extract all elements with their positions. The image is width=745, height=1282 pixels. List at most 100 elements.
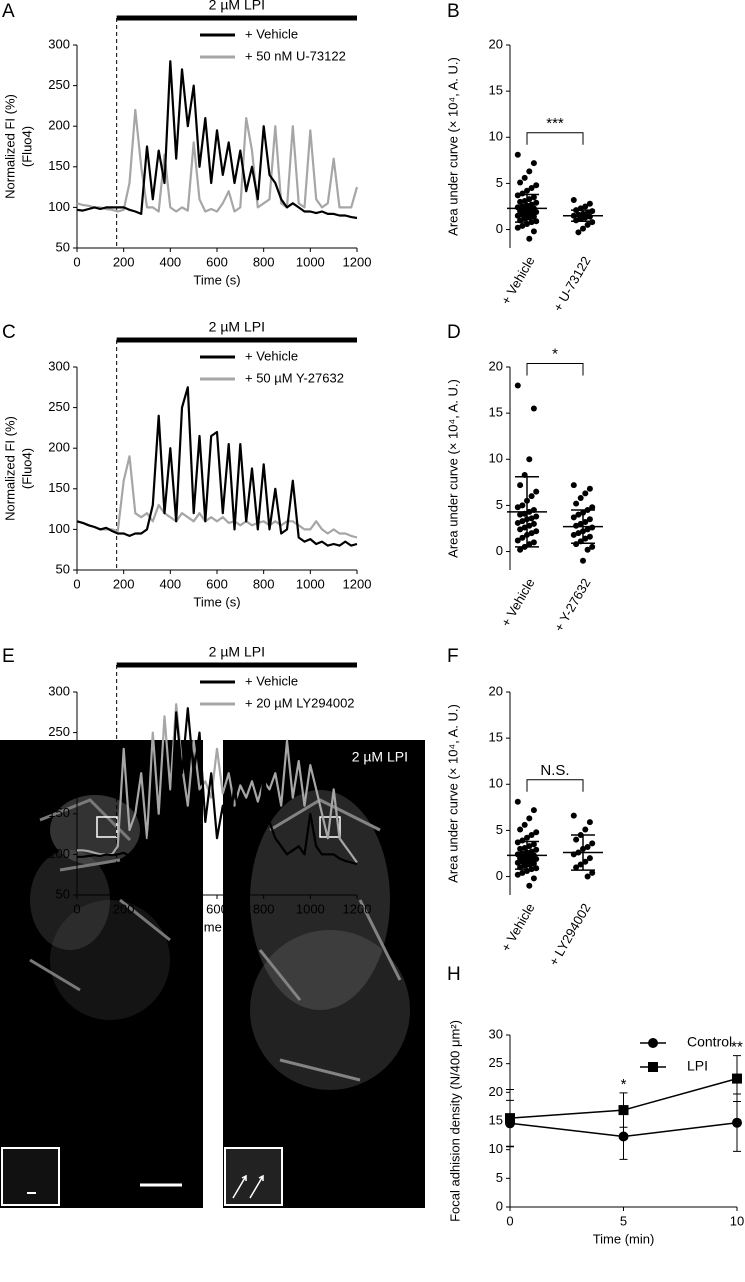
- data-point: [575, 530, 582, 537]
- y-tick-label: 0: [496, 1198, 503, 1213]
- data-point: [521, 174, 528, 181]
- sd-bar: [515, 476, 539, 548]
- data-point: [530, 875, 537, 882]
- y-tick-label: 300: [48, 358, 70, 373]
- x-tick-label: 600: [206, 254, 228, 269]
- data-point: [526, 882, 533, 889]
- data-point: [584, 844, 591, 851]
- data-point: [580, 225, 586, 232]
- panel-label: D: [447, 322, 461, 343]
- data-point: [519, 222, 526, 229]
- legend-label: + 50 nM U-73122: [245, 48, 346, 63]
- treatment-label: 2 µM LPI: [209, 644, 265, 660]
- y-tick-label: 50: [56, 561, 70, 576]
- y-axis-label: (Fluo4): [19, 773, 34, 814]
- x-tick-label: 5: [620, 1213, 627, 1228]
- sd-bar: [515, 193, 539, 223]
- data-point: [584, 526, 591, 533]
- x-tick-label: 200: [113, 901, 135, 916]
- data-point: [575, 511, 582, 518]
- data-point: [526, 196, 533, 203]
- data-point: [582, 858, 589, 865]
- data-point: [528, 530, 535, 537]
- sd-bar: [571, 509, 595, 544]
- data-point: [514, 151, 521, 158]
- legend-label: Control: [687, 1034, 732, 1050]
- legend-label: LPI: [687, 1058, 708, 1074]
- data-point: [517, 826, 524, 833]
- data-point: [528, 832, 535, 839]
- data-point: [582, 203, 589, 210]
- data-point: [526, 168, 533, 175]
- y-axis-label: (Fluo4): [19, 448, 34, 489]
- data-point: [570, 531, 577, 538]
- category-label: + LY294002: [546, 901, 594, 969]
- data-point: [582, 535, 589, 542]
- y-tick-label: 300: [48, 36, 70, 51]
- x-tick-label: 10: [730, 1213, 744, 1228]
- y-tick-label: 5: [496, 175, 503, 190]
- x-axis-label: Time (min): [593, 1231, 655, 1246]
- data-point: [524, 834, 530, 841]
- data-point: [573, 864, 580, 871]
- data-point: [530, 539, 537, 546]
- x-axis-label: Time (s): [193, 272, 240, 287]
- x-tick-label: 1200: [343, 576, 372, 591]
- data-point: [514, 382, 521, 389]
- panel-label: A: [2, 1, 15, 22]
- x-tick-label: 800: [253, 254, 275, 269]
- category-label: + Vehicle: [498, 576, 538, 630]
- y-tick-label: 5: [496, 822, 503, 837]
- data-point: [533, 488, 540, 495]
- y-tick-label: 30: [489, 1026, 503, 1041]
- data-point: [526, 456, 533, 463]
- treatment-label: 2 µM LPI: [209, 0, 265, 13]
- x-tick-label: 200: [113, 576, 135, 591]
- y-tick-label: 10: [489, 1141, 503, 1156]
- data-point: [530, 841, 537, 848]
- data-point: [586, 533, 593, 540]
- data-point: [589, 840, 596, 847]
- data-point: [526, 843, 533, 850]
- data-point: [521, 524, 528, 531]
- data-point: [586, 200, 593, 207]
- data-point: [526, 861, 533, 868]
- treatment-bar: [116, 15, 358, 21]
- significance-bracket: [526, 779, 584, 792]
- marker: [505, 1113, 515, 1124]
- data-point: [526, 214, 533, 221]
- data-point: [570, 812, 577, 819]
- y-axis-label: Area under curve (× 10⁴, A. U.): [445, 379, 460, 558]
- legend-label: + Vehicle: [245, 673, 298, 688]
- y-tick-label: 15: [489, 83, 503, 98]
- x-tick-label: 200: [113, 254, 135, 269]
- significance-bracket: [526, 362, 584, 376]
- trace: [77, 703, 358, 864]
- y-axis-label: Area under curve (× 10⁴, A. U.): [445, 704, 460, 883]
- data-point: [586, 819, 593, 826]
- significance-label: *: [552, 345, 558, 362]
- y-tick-label: 15: [489, 1112, 503, 1127]
- data-point: [530, 860, 537, 867]
- y-axis-label: Area under curve (× 10⁴, A. U.): [445, 57, 460, 236]
- data-point: [589, 543, 596, 550]
- marker: [618, 1131, 629, 1142]
- x-tick-label: 0: [73, 576, 80, 591]
- y-tick-label: 20: [489, 36, 503, 51]
- panel-label: H: [447, 964, 461, 985]
- data-point: [533, 846, 540, 853]
- x-tick-label: 800: [253, 576, 275, 591]
- data-point: [519, 534, 526, 541]
- data-point: [530, 160, 537, 167]
- data-point: [573, 541, 580, 548]
- y-tick-label: 100: [48, 521, 70, 536]
- y-tick-label: 250: [48, 77, 70, 92]
- significance-label: *: [621, 1076, 627, 1093]
- data-point: [589, 504, 596, 511]
- x-tick-label: 1000: [296, 901, 325, 916]
- y-tick-label: 200: [48, 118, 70, 133]
- data-point: [530, 807, 537, 814]
- data-point: [517, 482, 524, 489]
- legend-label: + 20 µM LY294002: [245, 695, 355, 710]
- data-point: [573, 522, 580, 529]
